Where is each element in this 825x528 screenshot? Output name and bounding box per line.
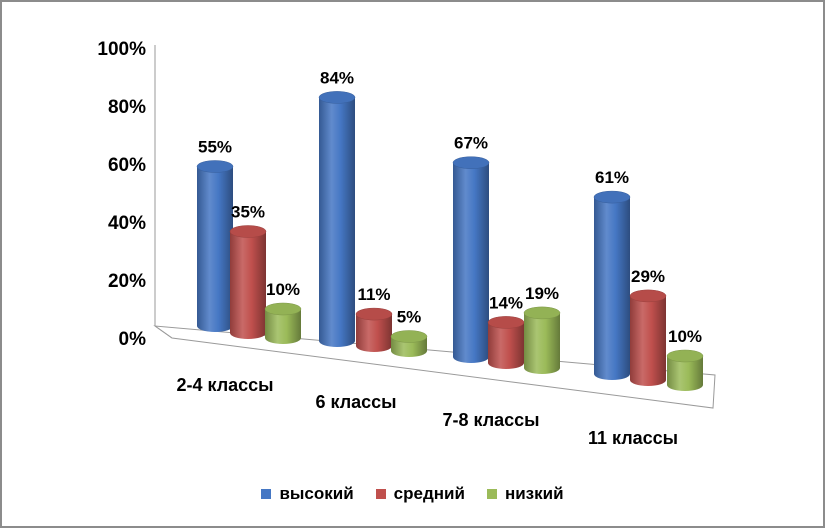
data-label: 10% — [266, 280, 300, 299]
bar-top — [523, 306, 561, 320]
bar-top — [196, 160, 234, 173]
legend-item-medium: средний — [375, 484, 465, 504]
legend-label-low: низкий — [504, 484, 564, 503]
y-tick-label: 20% — [108, 271, 146, 292]
y-tick-label: 80% — [108, 97, 146, 118]
legend-swatch-high — [261, 489, 272, 499]
bar-body — [453, 162, 489, 363]
data-label: 10% — [668, 327, 702, 346]
bar-top — [666, 349, 704, 363]
bar-2-0 — [452, 156, 490, 363]
bar-body — [667, 356, 703, 391]
legend-swatch-low — [486, 489, 497, 499]
category-label: 6 классы — [315, 392, 396, 412]
bar-3-2 — [666, 349, 704, 391]
bar-1-1 — [355, 307, 393, 352]
bar-top — [264, 302, 302, 316]
legend-label-medium: средний — [393, 484, 465, 503]
bar-body — [230, 231, 266, 339]
bar-0-1 — [229, 225, 267, 339]
bar-0-2 — [264, 302, 302, 344]
data-label: 14% — [489, 293, 523, 312]
bar-3-1 — [629, 289, 667, 386]
legend: высокий средний низкий — [0, 480, 825, 508]
legend-item-high: высокий — [261, 484, 354, 504]
category-label: 11 классы — [588, 428, 678, 448]
y-tick-label: 40% — [108, 213, 146, 234]
bar-top — [487, 316, 525, 329]
bar-top — [629, 289, 667, 303]
bar-0-0 — [196, 160, 234, 332]
bar-body — [197, 166, 233, 332]
bar-top — [355, 307, 393, 321]
bar-2-2 — [523, 306, 561, 374]
category-label: 2-4 классы — [176, 375, 273, 395]
data-label: 5% — [397, 308, 422, 327]
legend-swatch-medium — [375, 489, 386, 499]
bar-top — [318, 91, 356, 104]
bar-body — [630, 295, 666, 386]
bar-top — [593, 190, 631, 204]
data-label: 11% — [357, 285, 390, 304]
bar-top — [390, 330, 428, 343]
legend-item-low: низкий — [486, 484, 564, 504]
bar-top — [452, 156, 490, 169]
y-tick-label: 0% — [119, 329, 147, 350]
bar-body — [488, 322, 524, 369]
data-label: 61% — [595, 168, 629, 187]
bar-1-2 — [390, 330, 428, 357]
bar-top — [229, 225, 267, 238]
legend-label-high: высокий — [279, 484, 354, 503]
bar-body — [265, 309, 301, 344]
bar-1-0 — [318, 91, 356, 348]
bar-body — [524, 312, 560, 374]
bar-body — [594, 197, 630, 380]
data-label: 29% — [631, 267, 665, 286]
data-label: 35% — [231, 203, 265, 222]
bar-2-1 — [487, 316, 525, 369]
y-tick-label: 100% — [97, 39, 146, 60]
bar-3-0 — [593, 190, 631, 380]
data-label: 67% — [454, 134, 488, 153]
y-tick-label: 60% — [108, 155, 146, 176]
data-label: 19% — [525, 284, 559, 303]
category-label: 7-8 классы — [442, 410, 539, 430]
bar-body — [319, 97, 355, 348]
bar-body — [356, 314, 392, 352]
data-label: 55% — [198, 138, 232, 157]
data-label: 84% — [320, 68, 354, 87]
